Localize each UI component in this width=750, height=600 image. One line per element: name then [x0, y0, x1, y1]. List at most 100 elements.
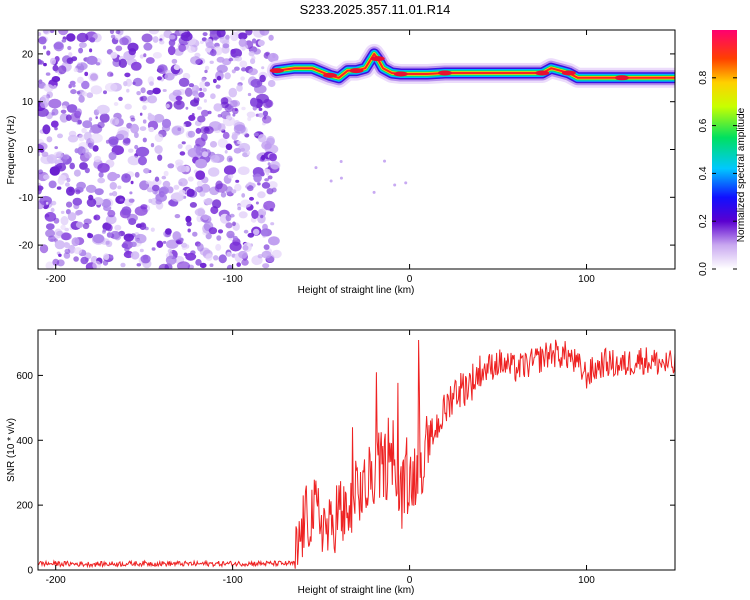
noise-speckle	[202, 214, 209, 221]
noise-speckle	[51, 76, 61, 83]
noise-speckle	[175, 159, 184, 166]
noise-speckle	[68, 52, 73, 57]
noise-speckle	[205, 41, 215, 49]
noise-speckle	[196, 180, 203, 187]
noise-speckle	[215, 243, 222, 251]
noise-speckle	[46, 91, 53, 99]
noise-speckle	[271, 249, 282, 259]
noise-speckle	[121, 206, 132, 216]
noise-speckle	[67, 134, 79, 143]
noise-speckle	[204, 198, 213, 205]
noise-speckle	[203, 99, 207, 103]
noise-speckle	[38, 36, 47, 45]
noise-speckle	[50, 207, 55, 213]
noise-speckle	[199, 87, 203, 92]
noise-speckle	[200, 183, 211, 193]
noise-speckle	[177, 143, 183, 149]
noise-speckle	[150, 143, 155, 148]
noise-speckle	[61, 105, 67, 109]
noise-speckle	[142, 137, 147, 143]
noise-speckle	[121, 243, 128, 249]
noise-speckle	[257, 113, 264, 118]
noise-speckle	[226, 115, 232, 120]
ridge-peak	[393, 71, 408, 77]
noise-speckle	[82, 120, 93, 129]
noise-speckle	[156, 240, 164, 248]
noise-speckle	[372, 190, 376, 194]
noise-speckle	[143, 168, 150, 174]
noise-speckle	[165, 228, 172, 235]
noise-speckle	[103, 90, 107, 95]
noise-speckle	[54, 240, 65, 250]
noise-speckle	[168, 39, 176, 47]
noise-speckle	[270, 222, 275, 226]
noise-speckle	[195, 145, 204, 156]
noise-speckle	[243, 229, 249, 234]
noise-speckle	[71, 237, 80, 247]
noise-speckle	[172, 89, 182, 97]
noise-speckle	[202, 87, 207, 93]
noise-speckle	[222, 43, 230, 49]
noise-speckle	[194, 208, 206, 217]
noise-speckle	[139, 126, 147, 131]
noise-speckle	[104, 82, 118, 92]
noise-speckle	[213, 103, 223, 112]
noise-speckle	[92, 145, 99, 152]
noise-speckle	[154, 133, 164, 143]
snr-y-ticks: 0 200 400 600	[16, 371, 675, 577]
noise-speckle	[139, 112, 143, 116]
noise-speckle	[81, 80, 90, 90]
snr-ytick-label: 200	[16, 501, 33, 512]
noise-speckle	[86, 55, 98, 65]
noise-speckle	[43, 62, 47, 67]
snr-panel: -200 -100 0 100 0 200 400 600 Height of straig…	[6, 329, 676, 596]
noise-speckle	[54, 126, 58, 131]
noise-speckle	[232, 221, 236, 227]
noise-speckle	[66, 177, 71, 183]
noise-speckle	[261, 66, 265, 70]
noise-speckle	[106, 224, 113, 232]
noise-speckle	[105, 214, 117, 225]
noise-speckle	[247, 92, 252, 97]
noise-speckle	[265, 99, 274, 108]
noise-speckle	[185, 106, 189, 110]
noise-speckle	[134, 132, 139, 139]
noise-speckle	[39, 195, 52, 206]
noise-speckle	[188, 83, 195, 88]
noise-speckle	[265, 254, 275, 263]
noise-speckle	[130, 251, 140, 260]
noise-speckle	[167, 248, 173, 254]
noise-speckle	[177, 165, 187, 173]
noise-speckle	[46, 136, 53, 143]
noise-speckle	[257, 214, 266, 224]
noise-speckle	[248, 68, 258, 76]
noise-speckle	[216, 64, 228, 74]
noise-speckle	[127, 155, 141, 166]
noise-speckle	[204, 69, 208, 74]
noise-speckle	[128, 218, 137, 225]
noise-speckle	[58, 253, 62, 257]
noise-speckle	[195, 127, 202, 134]
noise-speckle	[50, 120, 59, 128]
noise-speckle	[65, 182, 70, 187]
noise-speckle	[136, 91, 141, 96]
noise-speckle	[220, 191, 227, 198]
noise-speckle	[157, 76, 162, 81]
noise-speckle	[148, 126, 155, 133]
noise-speckle	[130, 61, 142, 71]
noise-speckle	[216, 30, 226, 38]
noise-speckle	[263, 168, 271, 174]
noise-speckle	[58, 65, 67, 75]
noise-speckle	[201, 109, 209, 117]
noise-speckle	[245, 30, 253, 36]
colorbar-tick-label: 0.4	[698, 166, 709, 180]
noise-speckle	[216, 56, 225, 63]
noise-speckle	[66, 33, 76, 42]
noise-speckle	[199, 262, 207, 269]
noise-speckle	[114, 34, 122, 41]
noise-speckle	[63, 252, 71, 259]
noise-speckle	[43, 174, 50, 180]
figure-title: S233.2025.357.11.01.R14	[299, 2, 451, 17]
noise-speckle	[130, 241, 137, 247]
